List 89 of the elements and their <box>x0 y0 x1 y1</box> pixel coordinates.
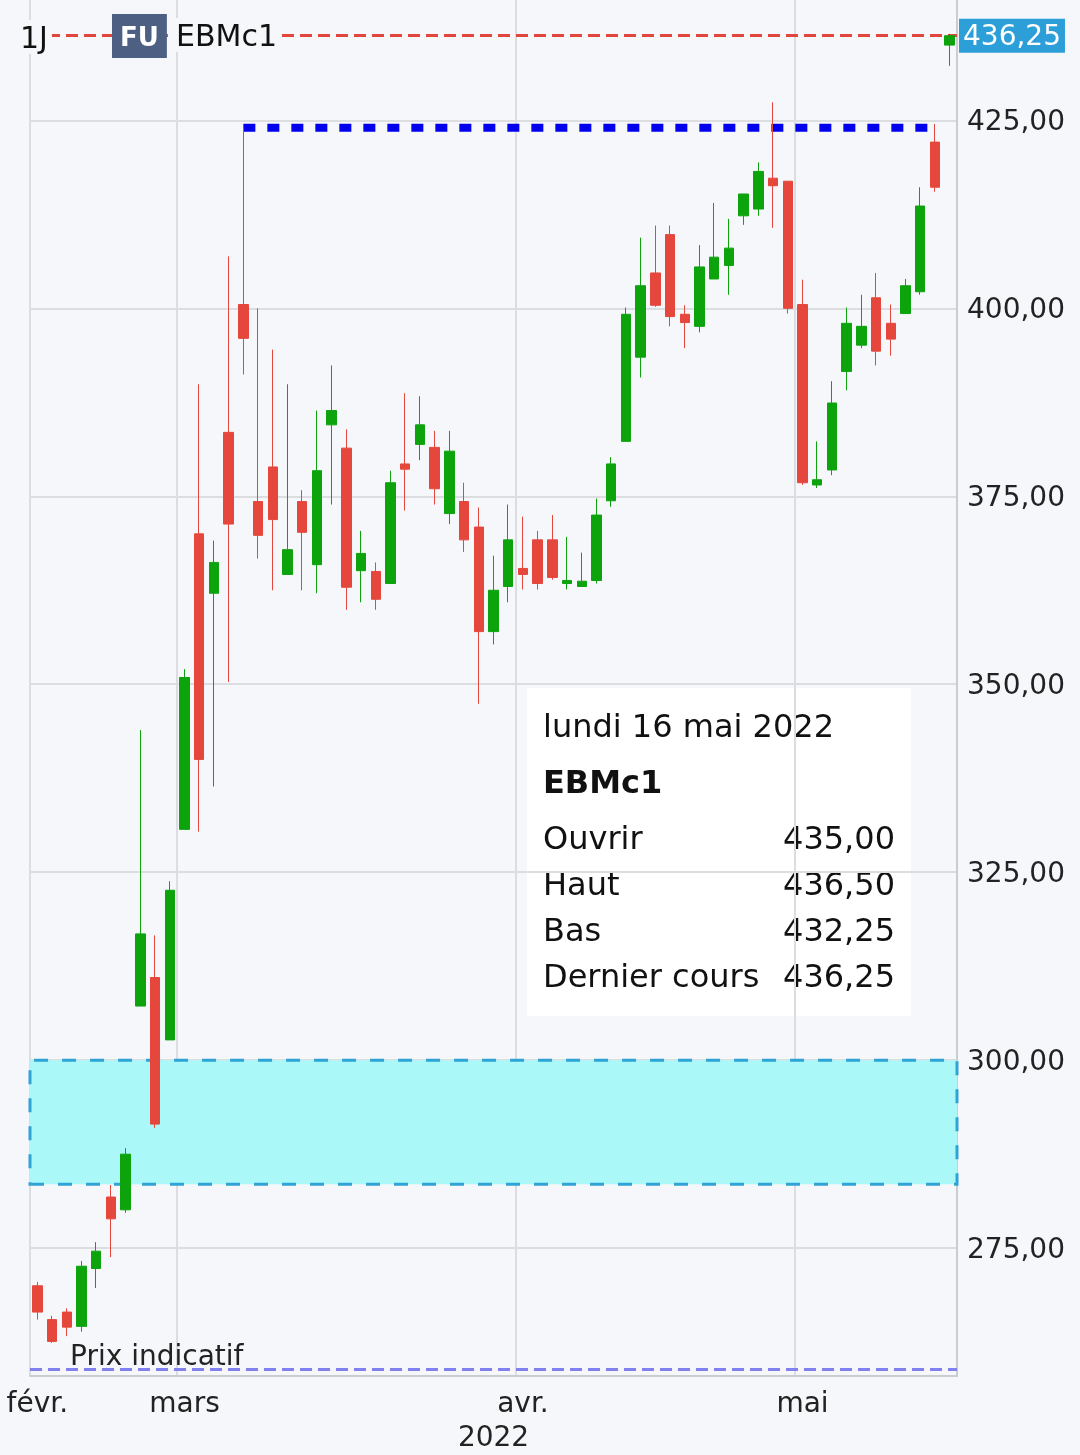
candlestick <box>238 127 249 375</box>
candlestick <box>135 729 146 1007</box>
candlestick <box>106 1184 116 1258</box>
candlestick <box>827 380 837 476</box>
candlestick <box>562 536 572 590</box>
annotation: 435,00 <box>783 819 895 857</box>
candlestick <box>577 552 587 587</box>
candlestick <box>400 392 410 512</box>
candlestick <box>150 934 160 1129</box>
candlestick <box>76 1260 87 1333</box>
candlestick <box>915 186 925 296</box>
candlestick <box>194 383 204 833</box>
candlestick <box>680 304 690 349</box>
annotation: Dernier cours <box>543 957 760 995</box>
candlestick <box>371 561 381 611</box>
candlestick <box>253 307 263 560</box>
y-tick-label: 400,00 <box>967 291 1065 325</box>
x-axis-title: 2022 <box>457 1419 530 1453</box>
annotation: Haut <box>543 865 620 903</box>
y-tick-label: 425,00 <box>967 103 1065 137</box>
annotation: lundi 16 mai 2022 <box>543 707 834 745</box>
y-tick-label: 350,00 <box>967 667 1065 701</box>
candlestick <box>856 294 867 349</box>
candlestick <box>753 161 764 217</box>
candlestick <box>47 1315 57 1344</box>
y-tick-label: 375,00 <box>967 479 1065 513</box>
candlestick <box>783 180 793 315</box>
candlestick <box>944 33 955 67</box>
x-tick-label: févr. <box>6 1385 69 1419</box>
x-tick-label: mars <box>149 1385 220 1419</box>
annotation: 436,25 <box>783 957 895 995</box>
candlestick <box>709 202 719 280</box>
candlestick <box>841 307 852 391</box>
x-tick-label: avr. <box>497 1385 549 1419</box>
candlestick <box>930 123 940 193</box>
y-tick-label: 275,00 <box>967 1231 1065 1265</box>
candlestick <box>282 383 293 575</box>
candlestick <box>724 218 734 296</box>
candlestick <box>694 244 705 333</box>
y-tick-label: 325,00 <box>967 855 1065 889</box>
candlestick <box>91 1241 101 1289</box>
candlestick <box>812 440 822 489</box>
candlestick <box>415 395 425 461</box>
candlestick <box>474 507 484 705</box>
candlestick <box>606 456 616 508</box>
candlestick <box>488 555 499 645</box>
candlestick <box>547 514 558 581</box>
candlestick <box>32 1281 43 1321</box>
candlestick <box>532 530 543 590</box>
annotation: 1J <box>20 19 48 55</box>
annotation: Bas <box>543 911 602 949</box>
candlestick <box>385 470 396 584</box>
candlestick <box>209 540 219 787</box>
candlestick <box>635 237 646 378</box>
candlestick <box>444 430 455 525</box>
candlestick <box>429 430 440 506</box>
candlestick <box>797 279 808 486</box>
candlestick <box>341 428 352 611</box>
ref-line-label: Prix indicatif <box>70 1338 245 1372</box>
annotation: FU <box>120 22 159 52</box>
candlestick <box>268 349 278 591</box>
text: EBMc1 <box>176 17 278 53</box>
candlestick <box>900 278 911 315</box>
annotation: Ouvrir <box>543 819 644 857</box>
ref-line-label: 436,25 <box>963 19 1061 53</box>
candlestick <box>165 880 175 1041</box>
candlestick <box>297 489 307 591</box>
candlestick <box>518 516 528 590</box>
candlestick <box>179 668 190 830</box>
annotation: EBMc1 <box>543 763 663 801</box>
x-tick-label: mai <box>776 1385 829 1419</box>
annotation: 432,25 <box>783 911 895 949</box>
candlestick <box>326 364 337 506</box>
candlestick <box>62 1307 72 1337</box>
candlestick <box>650 225 661 308</box>
candlestick <box>459 482 469 553</box>
candlestick <box>356 530 366 603</box>
candlestick <box>886 304 896 357</box>
candlestick <box>621 307 631 442</box>
candlestick <box>503 504 513 603</box>
candlestick <box>312 410 322 594</box>
candlestick <box>738 193 749 226</box>
candlestick <box>871 272 881 366</box>
candlestick <box>120 1147 131 1214</box>
y-tick-label: 300,00 <box>967 1043 1065 1077</box>
candlestick <box>768 101 778 229</box>
candlestick <box>223 255 234 683</box>
candlestick <box>591 498 602 584</box>
candlestick <box>665 225 675 327</box>
